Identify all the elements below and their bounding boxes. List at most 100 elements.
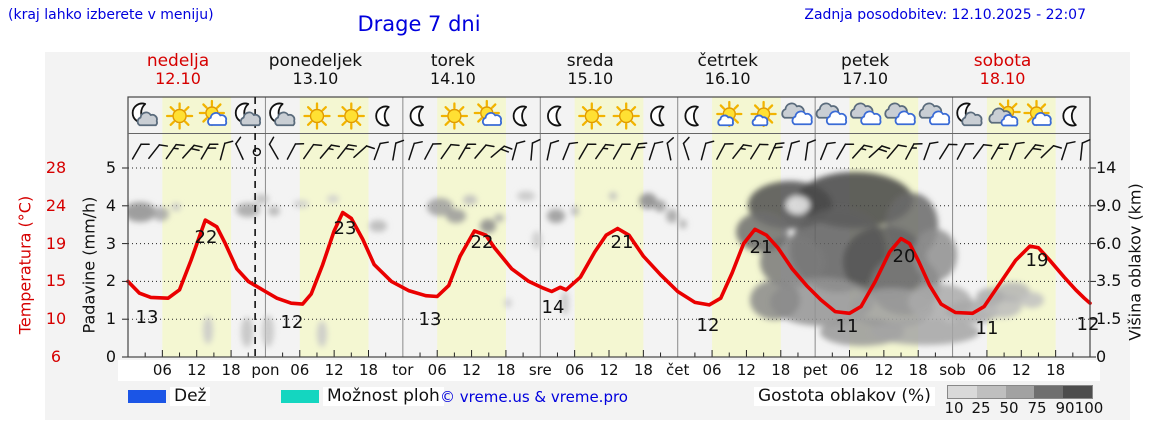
day-date-label: 15.10 bbox=[567, 69, 614, 88]
temp-point-label: 22 bbox=[194, 227, 218, 249]
sun-icon bbox=[578, 102, 606, 130]
hour-tick-label: 06 bbox=[427, 361, 447, 379]
cloud-scale-tick-label: 25 bbox=[971, 399, 991, 417]
hour-tick-label: 12 bbox=[1011, 361, 1031, 379]
showers-legend-label: Možnost ploh bbox=[323, 387, 444, 406]
day-name-label: sreda bbox=[566, 51, 614, 71]
day-abbrev-label: tor bbox=[392, 361, 414, 379]
temp-point-label: 13 bbox=[135, 307, 159, 329]
precipitation-axis-label: Padavine (mm/h) bbox=[79, 196, 99, 334]
cloud-density-scale bbox=[947, 385, 1093, 399]
hour-tick-label: 06 bbox=[977, 361, 997, 379]
cloud-height-axis-label: Višina oblakov (km) bbox=[1125, 183, 1145, 341]
showers-legend-swatch bbox=[281, 390, 319, 403]
cloudheight-tick-label: 0 bbox=[1096, 347, 1107, 367]
temp-point-label: 20 bbox=[892, 246, 916, 268]
day-abbrev-label: čet bbox=[666, 361, 690, 379]
cloud-scale-segment bbox=[1063, 386, 1092, 398]
moon-icon bbox=[409, 105, 424, 127]
precip-tick-label: 2 bbox=[105, 271, 117, 291]
temp-point-label: 22 bbox=[470, 232, 494, 254]
copyright-link[interactable]: © vreme.us & vreme.pro bbox=[440, 388, 628, 406]
temp-point-label: 21 bbox=[610, 232, 634, 254]
temp-tick-label: 19 bbox=[45, 233, 67, 253]
page-title: Drage 7 dni bbox=[357, 12, 481, 36]
hour-tick-label: 12 bbox=[736, 361, 756, 379]
clouds-icon bbox=[815, 102, 848, 126]
day-name-label: nedelja bbox=[146, 51, 210, 71]
sun-icon bbox=[303, 102, 331, 130]
cloud-sun-icon bbox=[988, 99, 1021, 127]
rain-legend-label: Dež bbox=[170, 387, 211, 406]
hour-tick-label: 06 bbox=[839, 361, 860, 379]
hour-tick-label: 06 bbox=[565, 361, 585, 379]
precip-tick-label: 0 bbox=[105, 347, 117, 367]
cloud-scale-segment bbox=[1005, 386, 1035, 398]
temp-point-label: 23 bbox=[333, 218, 357, 240]
day-abbrev-label: sob bbox=[939, 361, 966, 379]
sun-small-cloud-icon bbox=[716, 100, 743, 128]
hour-tick-label: 12 bbox=[187, 361, 207, 379]
rain-legend-swatch bbox=[128, 390, 166, 403]
hour-tick-label: 18 bbox=[358, 361, 379, 379]
cloudheight-tick-label: 14 bbox=[1096, 158, 1117, 178]
day-date-label: 16.10 bbox=[704, 69, 751, 88]
temperature-axis-label: Temperatura (°C) bbox=[15, 195, 35, 335]
moon-icon bbox=[684, 105, 699, 127]
hour-tick-label: 18 bbox=[221, 361, 241, 379]
hour-tick-label: 18 bbox=[1046, 361, 1066, 379]
temp-point-label: 11 bbox=[975, 318, 999, 340]
precip-tick-label: 3 bbox=[105, 233, 117, 253]
temp-tick-label: 6 bbox=[50, 347, 62, 367]
day-date-label: 17.10 bbox=[842, 69, 889, 88]
temp-point-label: 13 bbox=[418, 309, 442, 331]
moon-cloud-icon bbox=[956, 102, 983, 127]
cloud-scale-tick-label: 100 bbox=[1074, 399, 1104, 417]
moon-icon bbox=[1062, 105, 1077, 127]
cloud-scale-segment bbox=[1034, 386, 1064, 398]
cloudheight-tick-label: 3.5 bbox=[1096, 271, 1122, 291]
cloud-density-legend-label: Gostota oblakov (%) bbox=[754, 387, 935, 406]
hour-tick-label: 06 bbox=[290, 361, 310, 379]
temp-tick-label: 10 bbox=[45, 309, 67, 329]
day-name-label: petek bbox=[841, 51, 890, 71]
hour-tick-label: 18 bbox=[771, 361, 791, 379]
day-name-label: ponedeljek bbox=[268, 51, 363, 71]
sun-cloud-icon bbox=[473, 99, 502, 127]
moon-icon bbox=[512, 105, 528, 127]
clouds-icon bbox=[918, 102, 951, 126]
cloudheight-tick-label: 1.5 bbox=[1096, 309, 1122, 329]
last-update-label: Zadnja posodobitev: 12.10.2025 - 22:07 bbox=[804, 7, 1086, 23]
hour-tick-label: 18 bbox=[908, 361, 928, 379]
hour-tick-label: 12 bbox=[599, 361, 619, 379]
sun-small-cloud-icon bbox=[750, 100, 777, 128]
temp-point-label: 11 bbox=[835, 316, 859, 338]
day-date-label: 12.10 bbox=[155, 69, 201, 88]
temp-tick-label: 24 bbox=[45, 196, 67, 215]
day-date-label: 13.10 bbox=[292, 69, 339, 88]
temp-point-label: 12 bbox=[280, 312, 304, 334]
hour-tick-label: 06 bbox=[702, 361, 722, 379]
day-name-label: četrtek bbox=[697, 51, 758, 71]
temp-point-label: 12 bbox=[1076, 314, 1100, 336]
precip-tick-label: 1 bbox=[105, 309, 117, 329]
hour-tick-label: 12 bbox=[462, 361, 482, 379]
temp-point-label: 12 bbox=[696, 315, 720, 337]
sun-cloud-icon bbox=[1023, 99, 1052, 127]
sun-icon bbox=[440, 102, 469, 130]
temp-tick-label: 15 bbox=[45, 271, 67, 291]
cloud-scale-tick-label: 10 bbox=[944, 399, 964, 417]
day-date-label: 14.10 bbox=[429, 69, 476, 88]
cloudheight-tick-label: 6.0 bbox=[1096, 233, 1122, 253]
day-abbrev-label: pon bbox=[251, 361, 280, 379]
moon-cloud-icon bbox=[131, 102, 158, 127]
cloudheight-tick-label: 9.0 bbox=[1096, 196, 1122, 215]
day-date-label: 18.10 bbox=[979, 69, 1026, 88]
temp-point-label: 19 bbox=[1025, 250, 1049, 272]
hour-tick-label: 18 bbox=[496, 361, 516, 379]
cloud-scale-segment bbox=[948, 386, 977, 398]
moon-cloud-icon bbox=[234, 102, 261, 127]
temp-tick-label: 28 bbox=[45, 158, 67, 178]
